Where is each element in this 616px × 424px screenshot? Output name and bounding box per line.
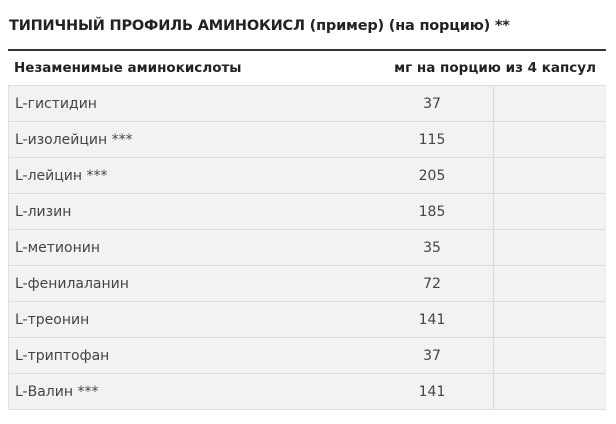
table-row: L-изолейцин *** 115 <box>8 122 606 158</box>
amino-acid-name: L-Валин *** <box>15 383 99 400</box>
amino-acid-mg: 115 <box>371 122 494 157</box>
table-row: L-гистидин 37 <box>8 86 606 122</box>
empty-cell <box>494 374 605 409</box>
amino-acid-mg: 37 <box>371 86 494 121</box>
amino-acid-mg: 185 <box>371 194 494 229</box>
empty-cell <box>494 266 605 301</box>
amino-acid-name: L-лейцин *** <box>15 167 108 184</box>
amino-acid-name: L-фенилаланин <box>15 275 129 292</box>
empty-cell <box>494 158 605 193</box>
amino-acid-name: L-гистидин <box>15 95 97 112</box>
amino-acid-table: Незаменимые аминокислоты мг на порцию из… <box>8 49 606 410</box>
amino-acid-name: L-треонин <box>15 311 90 328</box>
amino-acid-mg: 35 <box>371 230 494 265</box>
table-row: L-метионин 35 <box>8 230 606 266</box>
empty-cell <box>494 338 605 373</box>
amino-acid-name: L-изолейцин *** <box>15 131 133 148</box>
header-amino-acids: Незаменимые аминокислоты <box>14 60 242 76</box>
table-row: L-треонин 141 <box>8 302 606 338</box>
table-header: Незаменимые аминокислоты мг на порцию из… <box>8 51 606 86</box>
page-title: ТИПИЧНЫЙ ПРОФИЛЬ АМИНОКИСЛ (пример) (на … <box>9 18 510 34</box>
amino-acid-name: L-лизин <box>15 203 72 220</box>
empty-cell <box>494 122 605 157</box>
table-row: L-Валин *** 141 <box>8 374 606 410</box>
table-row: L-лейцин *** 205 <box>8 158 606 194</box>
header-mg-per-serving: мг на порцию из 4 капсул <box>394 60 596 76</box>
empty-cell <box>494 194 605 229</box>
table-row: L-фенилаланин 72 <box>8 266 606 302</box>
amino-acid-mg: 37 <box>371 338 494 373</box>
empty-cell <box>494 86 605 121</box>
table-row: L-триптофан 37 <box>8 338 606 374</box>
empty-cell <box>494 230 605 265</box>
amino-acid-name: L-метионин <box>15 239 101 256</box>
amino-acid-mg: 141 <box>371 374 494 409</box>
amino-acid-mg: 141 <box>371 302 494 337</box>
amino-acid-mg: 205 <box>371 158 494 193</box>
empty-cell <box>494 302 605 337</box>
amino-acid-mg: 72 <box>371 266 494 301</box>
table-row: L-лизин 185 <box>8 194 606 230</box>
amino-acid-name: L-триптофан <box>15 347 110 364</box>
